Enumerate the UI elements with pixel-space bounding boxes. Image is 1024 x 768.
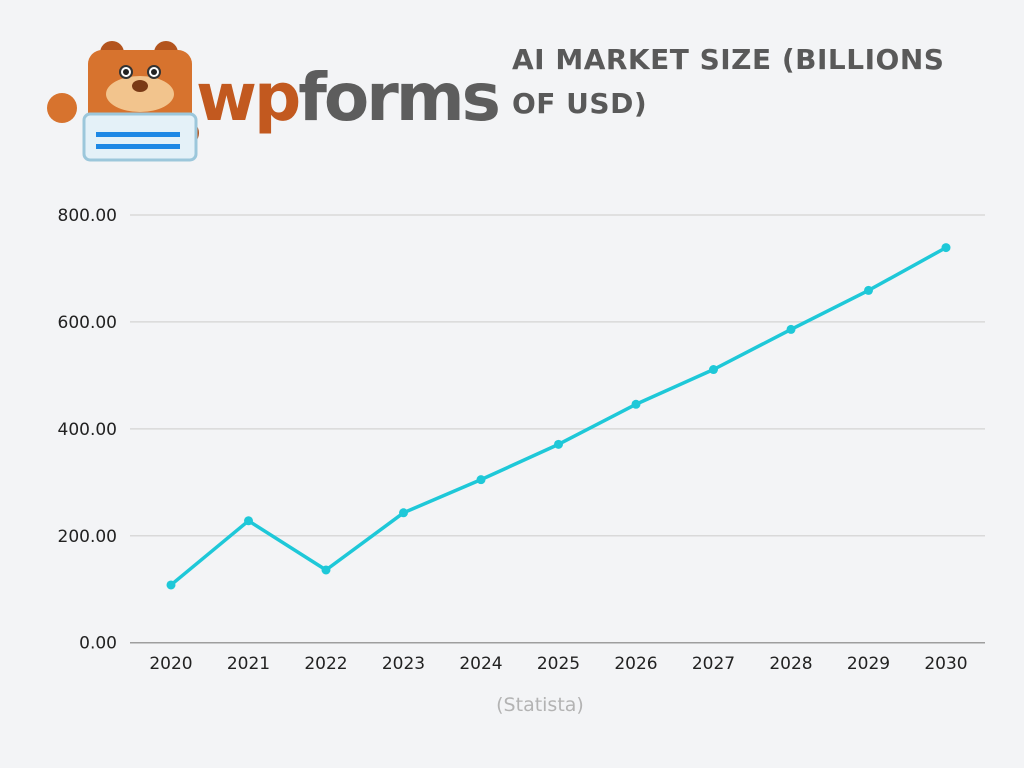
x-tick-label: 2024 [459, 654, 502, 674]
y-tick-label: 400.00 [58, 420, 117, 440]
x-tick-label: 2022 [304, 654, 347, 674]
y-tick-label: 0.00 [79, 634, 117, 654]
wordmark-forms: forms [298, 59, 501, 136]
wordmark-wp: wp [196, 59, 301, 136]
wpforms-logo [47, 41, 199, 162]
data-point [321, 565, 331, 575]
data-point [166, 580, 176, 590]
data-point [554, 439, 563, 449]
y-tick-label: 200.00 [58, 527, 117, 547]
x-tick-label: 2026 [614, 654, 657, 674]
data-point [631, 399, 641, 409]
data-point [786, 324, 796, 334]
series-line [169, 246, 947, 587]
x-tick-label: 2021 [227, 654, 270, 674]
wpforms-wordmark: wpforms [196, 58, 501, 138]
x-tick-label: 2030 [924, 654, 967, 674]
data-point [864, 285, 873, 295]
bear-mascot-icon [47, 41, 199, 162]
data-point [709, 365, 718, 375]
source-note: (Statista) [496, 694, 584, 716]
data-point [476, 475, 486, 485]
x-tick-label: 2028 [769, 654, 812, 674]
data-point [399, 508, 408, 518]
x-tick-label: 2029 [847, 654, 890, 674]
y-tick-label: 600.00 [58, 313, 117, 333]
y-tick-label: 800.00 [58, 206, 117, 226]
x-tick-label: 2020 [149, 654, 192, 674]
data-point [941, 243, 951, 253]
x-tick-label: 2025 [537, 654, 580, 674]
chart-title: AI MARKET SIZE (BILLIONS OF USD) [512, 43, 945, 120]
x-tick-label: 2027 [692, 654, 735, 674]
data-point [244, 516, 253, 526]
x-tick-label: 2023 [382, 654, 425, 674]
